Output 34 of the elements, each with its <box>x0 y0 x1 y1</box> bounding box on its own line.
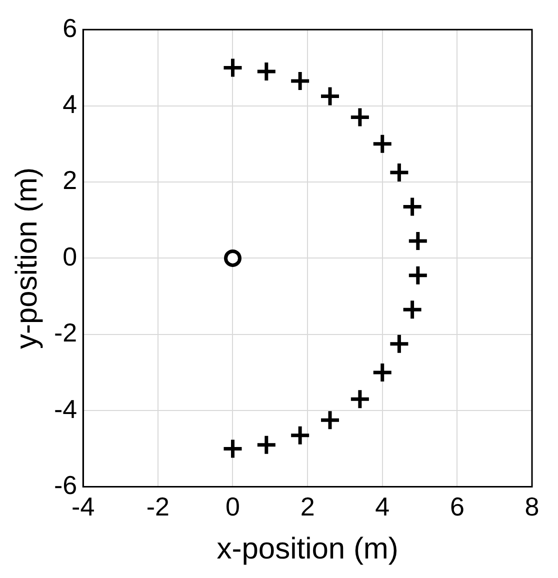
point <box>289 70 311 92</box>
x-tick-label: -2 <box>146 492 170 522</box>
x-tick-label: 0 <box>226 492 240 522</box>
point <box>402 298 424 320</box>
x-tick-label: 6 <box>450 492 464 522</box>
y-axis-title: y-position (m) <box>10 167 44 350</box>
point <box>349 388 371 410</box>
x-axis-title: x-position (m) <box>216 532 398 566</box>
point <box>407 264 429 286</box>
point <box>289 424 311 446</box>
point <box>222 438 244 460</box>
y-tick-label: 4 <box>62 88 78 119</box>
point <box>222 56 244 78</box>
y-tick-label: -2 <box>54 318 78 348</box>
point <box>319 409 341 431</box>
point <box>256 434 278 456</box>
x-tick-label: 8 <box>524 492 540 522</box>
point <box>407 230 429 252</box>
y-tick-label: 2 <box>62 165 78 196</box>
point <box>402 196 424 218</box>
y-tick-label: 0 <box>62 241 78 272</box>
point <box>349 106 371 128</box>
y-tick-label: -4 <box>54 394 78 424</box>
point <box>224 249 242 267</box>
y-tick-label: -6 <box>54 470 78 500</box>
x-tick-label: 2 <box>300 492 315 522</box>
point <box>372 362 394 384</box>
point <box>388 162 410 184</box>
point <box>372 133 394 155</box>
y-tick-label: 6 <box>62 12 78 43</box>
point <box>388 333 410 355</box>
point <box>319 86 341 108</box>
point <box>256 60 278 82</box>
x-tick-label: 4 <box>375 492 390 522</box>
